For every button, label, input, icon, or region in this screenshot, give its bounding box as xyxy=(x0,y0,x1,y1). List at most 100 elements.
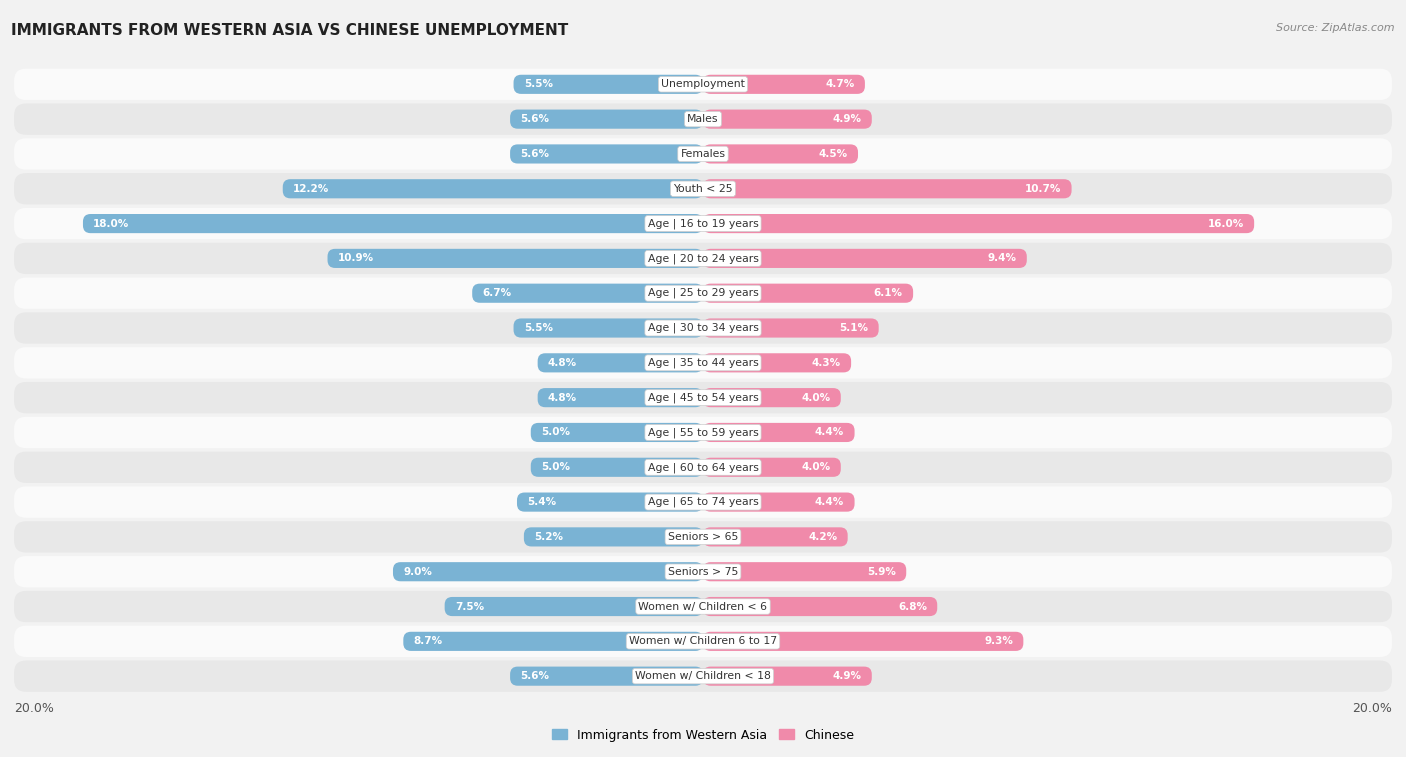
Text: 5.0%: 5.0% xyxy=(541,428,569,438)
Text: Source: ZipAtlas.com: Source: ZipAtlas.com xyxy=(1277,23,1395,33)
FancyBboxPatch shape xyxy=(328,249,703,268)
Text: 9.3%: 9.3% xyxy=(984,637,1012,646)
Text: 20.0%: 20.0% xyxy=(1353,702,1392,715)
Text: 4.7%: 4.7% xyxy=(825,79,855,89)
Text: Seniors > 65: Seniors > 65 xyxy=(668,532,738,542)
Text: 5.4%: 5.4% xyxy=(527,497,557,507)
FancyBboxPatch shape xyxy=(14,347,1392,378)
FancyBboxPatch shape xyxy=(524,528,703,547)
FancyBboxPatch shape xyxy=(14,173,1392,204)
FancyBboxPatch shape xyxy=(392,562,703,581)
FancyBboxPatch shape xyxy=(537,388,703,407)
FancyBboxPatch shape xyxy=(14,522,1392,553)
Text: 5.1%: 5.1% xyxy=(839,323,869,333)
FancyBboxPatch shape xyxy=(703,388,841,407)
Text: 4.9%: 4.9% xyxy=(832,114,862,124)
Text: 4.0%: 4.0% xyxy=(801,393,831,403)
Text: Age | 30 to 34 years: Age | 30 to 34 years xyxy=(648,322,758,333)
FancyBboxPatch shape xyxy=(14,487,1392,518)
Text: Age | 25 to 29 years: Age | 25 to 29 years xyxy=(648,288,758,298)
FancyBboxPatch shape xyxy=(404,632,703,651)
FancyBboxPatch shape xyxy=(703,284,912,303)
Text: Youth < 25: Youth < 25 xyxy=(673,184,733,194)
FancyBboxPatch shape xyxy=(14,208,1392,239)
Text: 16.0%: 16.0% xyxy=(1208,219,1244,229)
Text: 10.7%: 10.7% xyxy=(1025,184,1062,194)
FancyBboxPatch shape xyxy=(513,75,703,94)
Text: 10.9%: 10.9% xyxy=(337,254,374,263)
FancyBboxPatch shape xyxy=(510,145,703,164)
Text: Age | 45 to 54 years: Age | 45 to 54 years xyxy=(648,392,758,403)
Text: 5.5%: 5.5% xyxy=(524,323,553,333)
Text: 4.0%: 4.0% xyxy=(801,463,831,472)
Text: 4.4%: 4.4% xyxy=(815,428,844,438)
FancyBboxPatch shape xyxy=(14,278,1392,309)
Text: 4.2%: 4.2% xyxy=(808,532,838,542)
FancyBboxPatch shape xyxy=(283,179,703,198)
Text: Age | 65 to 74 years: Age | 65 to 74 years xyxy=(648,497,758,507)
Text: Women w/ Children 6 to 17: Women w/ Children 6 to 17 xyxy=(628,637,778,646)
Text: 12.2%: 12.2% xyxy=(292,184,329,194)
FancyBboxPatch shape xyxy=(703,597,938,616)
FancyBboxPatch shape xyxy=(703,249,1026,268)
Text: 5.9%: 5.9% xyxy=(868,567,896,577)
Text: Seniors > 75: Seniors > 75 xyxy=(668,567,738,577)
Text: Age | 16 to 19 years: Age | 16 to 19 years xyxy=(648,218,758,229)
Text: Age | 20 to 24 years: Age | 20 to 24 years xyxy=(648,253,758,263)
FancyBboxPatch shape xyxy=(517,493,703,512)
FancyBboxPatch shape xyxy=(703,632,1024,651)
Text: 18.0%: 18.0% xyxy=(93,219,129,229)
Text: 4.5%: 4.5% xyxy=(818,149,848,159)
FancyBboxPatch shape xyxy=(703,528,848,547)
FancyBboxPatch shape xyxy=(472,284,703,303)
FancyBboxPatch shape xyxy=(703,179,1071,198)
FancyBboxPatch shape xyxy=(531,458,703,477)
FancyBboxPatch shape xyxy=(703,493,855,512)
FancyBboxPatch shape xyxy=(510,110,703,129)
Text: Age | 55 to 59 years: Age | 55 to 59 years xyxy=(648,427,758,438)
Text: 6.7%: 6.7% xyxy=(482,288,512,298)
FancyBboxPatch shape xyxy=(444,597,703,616)
FancyBboxPatch shape xyxy=(703,423,855,442)
Text: 20.0%: 20.0% xyxy=(14,702,53,715)
Text: Women w/ Children < 6: Women w/ Children < 6 xyxy=(638,602,768,612)
Text: Females: Females xyxy=(681,149,725,159)
FancyBboxPatch shape xyxy=(14,626,1392,657)
Text: 6.1%: 6.1% xyxy=(873,288,903,298)
Text: 8.7%: 8.7% xyxy=(413,637,443,646)
Text: Women w/ Children < 18: Women w/ Children < 18 xyxy=(636,671,770,681)
FancyBboxPatch shape xyxy=(531,423,703,442)
FancyBboxPatch shape xyxy=(703,214,1254,233)
FancyBboxPatch shape xyxy=(703,667,872,686)
Text: 6.8%: 6.8% xyxy=(898,602,927,612)
FancyBboxPatch shape xyxy=(703,354,851,372)
FancyBboxPatch shape xyxy=(14,243,1392,274)
FancyBboxPatch shape xyxy=(14,661,1392,692)
FancyBboxPatch shape xyxy=(14,417,1392,448)
Text: Males: Males xyxy=(688,114,718,124)
FancyBboxPatch shape xyxy=(703,562,907,581)
FancyBboxPatch shape xyxy=(703,319,879,338)
Text: 5.6%: 5.6% xyxy=(520,149,550,159)
Text: 7.5%: 7.5% xyxy=(456,602,484,612)
FancyBboxPatch shape xyxy=(14,313,1392,344)
FancyBboxPatch shape xyxy=(537,354,703,372)
FancyBboxPatch shape xyxy=(14,104,1392,135)
Text: 5.5%: 5.5% xyxy=(524,79,553,89)
FancyBboxPatch shape xyxy=(703,110,872,129)
FancyBboxPatch shape xyxy=(703,75,865,94)
FancyBboxPatch shape xyxy=(14,556,1392,587)
Text: Unemployment: Unemployment xyxy=(661,79,745,89)
Text: 5.6%: 5.6% xyxy=(520,671,550,681)
Text: 9.4%: 9.4% xyxy=(987,254,1017,263)
Text: Age | 60 to 64 years: Age | 60 to 64 years xyxy=(648,462,758,472)
Text: 4.8%: 4.8% xyxy=(548,393,576,403)
Text: 4.9%: 4.9% xyxy=(832,671,862,681)
Text: IMMIGRANTS FROM WESTERN ASIA VS CHINESE UNEMPLOYMENT: IMMIGRANTS FROM WESTERN ASIA VS CHINESE … xyxy=(11,23,568,38)
Text: 9.0%: 9.0% xyxy=(404,567,432,577)
FancyBboxPatch shape xyxy=(703,458,841,477)
Text: 4.8%: 4.8% xyxy=(548,358,576,368)
FancyBboxPatch shape xyxy=(83,214,703,233)
FancyBboxPatch shape xyxy=(14,69,1392,100)
FancyBboxPatch shape xyxy=(14,591,1392,622)
